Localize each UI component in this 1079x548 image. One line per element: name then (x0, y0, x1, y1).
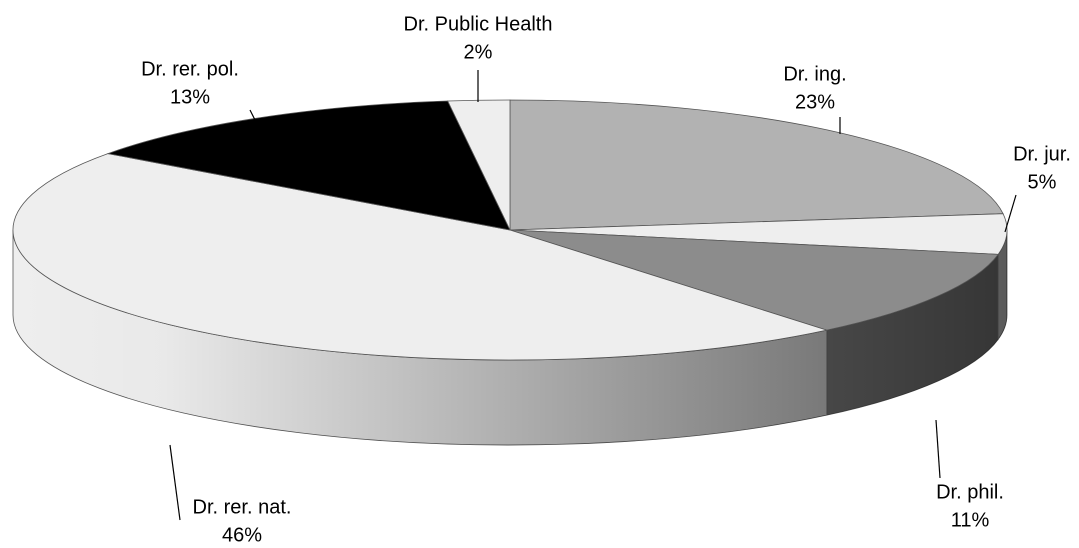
leader-line (169, 444, 181, 521)
slice (509, 213, 1008, 255)
slice-label: Dr. jur. (1013, 143, 1071, 165)
slice (106, 100, 511, 231)
leader-line (1004, 194, 1017, 233)
slice-value-label: 23% (795, 91, 835, 113)
leader-line (935, 419, 941, 479)
slice-label: Dr. rer. pol. (141, 58, 239, 80)
slice-label: Dr. Public Health (404, 13, 553, 35)
slice-value-label: 13% (170, 86, 210, 108)
pie-top (12, 99, 1008, 361)
slice-label: Dr. ing. (783, 63, 846, 85)
slice (509, 229, 999, 331)
slice-value-label: 11% (951, 509, 990, 531)
slice-value-label: 46% (222, 524, 262, 546)
slice-value-label: 2% (464, 41, 493, 63)
slice-label: Dr. rer. nat. (193, 496, 292, 518)
slice-label: Dr. phil. (936, 481, 1004, 503)
slice (509, 99, 1004, 231)
slice-value-label: 5% (1028, 171, 1057, 193)
side-shading (13, 230, 1007, 445)
slice (12, 153, 829, 361)
leader-line (249, 109, 256, 121)
slice (447, 99, 511, 231)
